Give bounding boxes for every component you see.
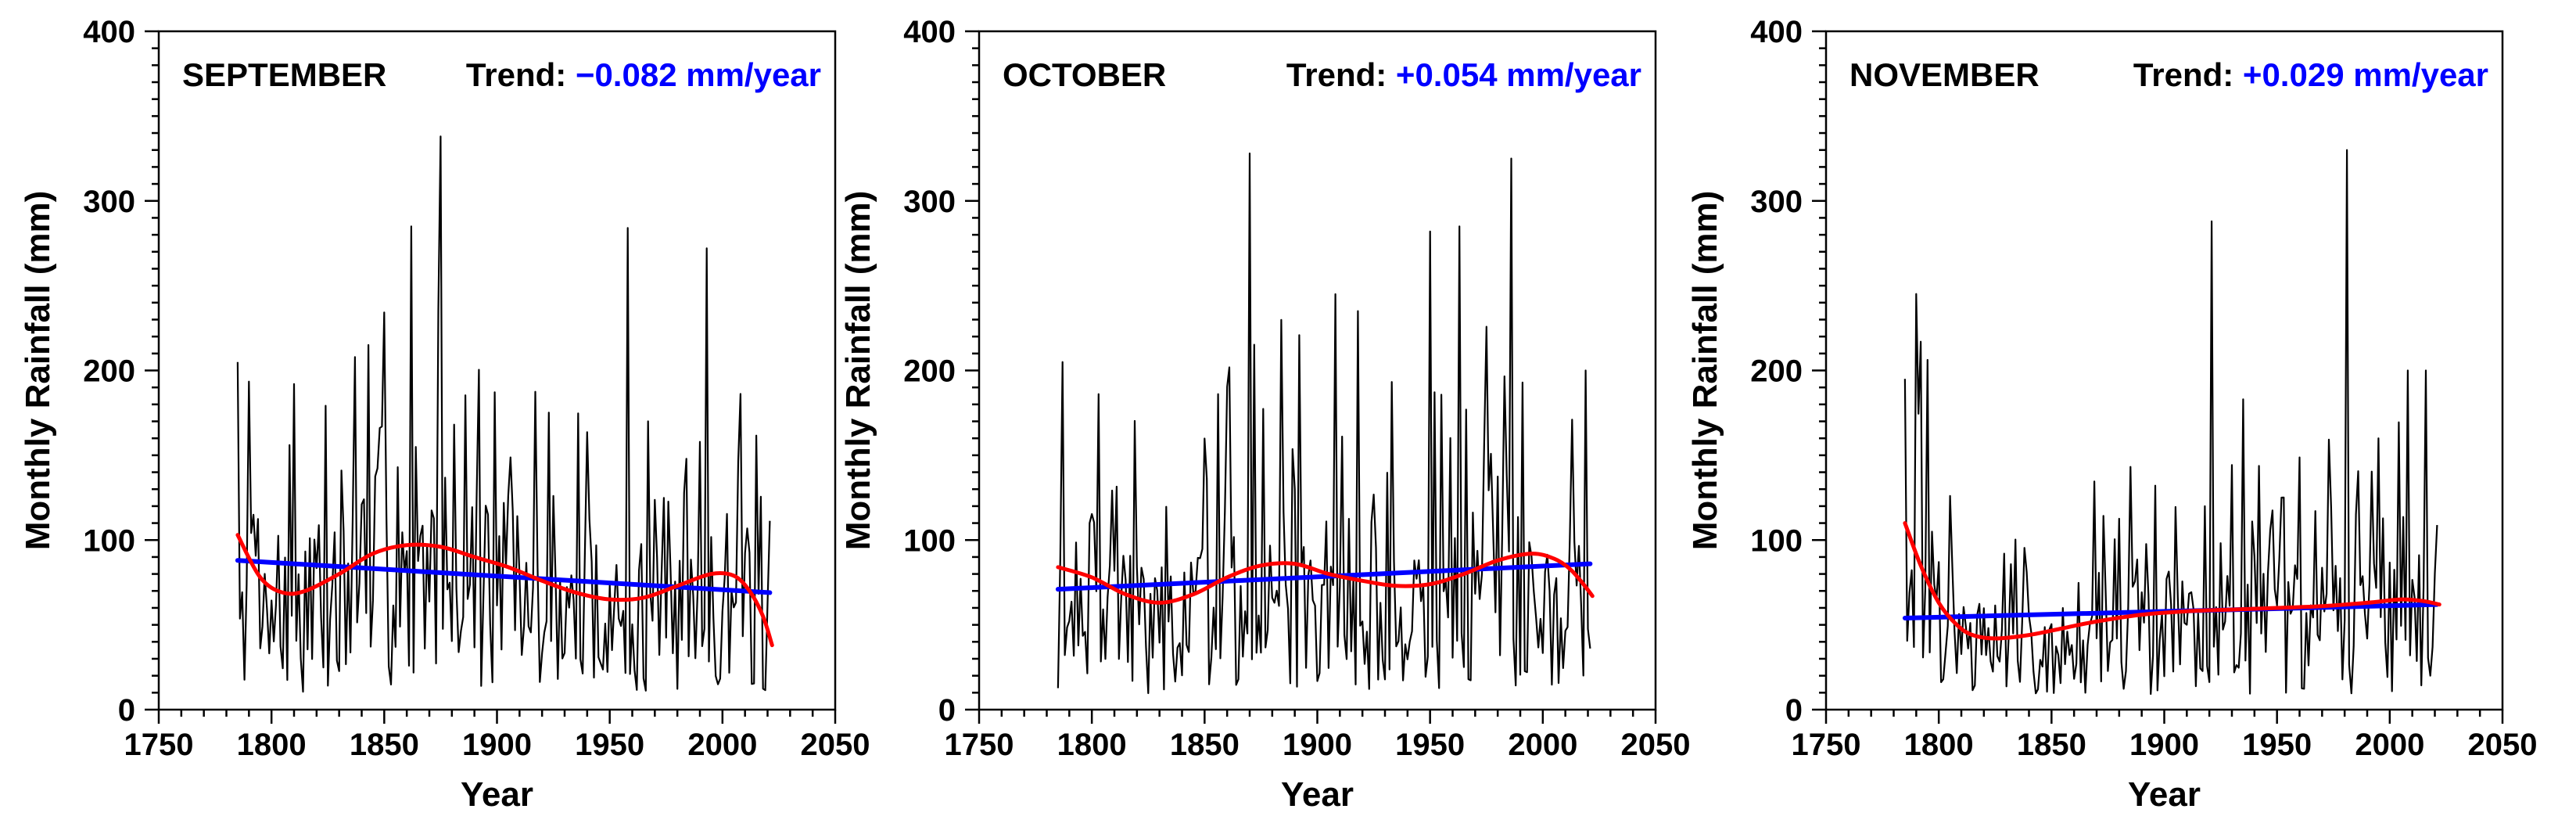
chart-panel-october: 1750 1800 1850 1900 1950 2000 2050 0 100 200 300 40…	[839, 15, 1690, 814]
y-tick-label: 100	[1750, 523, 1803, 558]
trend-label: Trend:	[466, 56, 576, 93]
y-tick-label: 400	[903, 15, 956, 49]
x-tick-label: 1850	[350, 728, 419, 762]
x-tick-label: 2050	[2468, 728, 2538, 762]
panel-title: NOVEMBER	[1849, 56, 2040, 93]
x-tick-label: 1950	[1395, 728, 1465, 762]
series-raw-rainfall	[236, 135, 771, 693]
x-tick-label: 2000	[1508, 728, 1577, 762]
series-raw-rainfall	[1057, 153, 1591, 695]
trend-value: +0.054 mm/year	[1396, 56, 1641, 93]
x-tick-label: 1850	[2017, 728, 2086, 762]
y-axis-label: Monthly Rainfall (mm)	[19, 191, 57, 551]
x-tick-label: 1800	[1057, 728, 1127, 762]
y-axis-label: Monthly Rainfall (mm)	[1686, 191, 1724, 551]
panel-title: OCTOBER	[1003, 56, 1166, 93]
series-smoothed-curve	[235, 533, 774, 648]
y-tick-label: 0	[1785, 693, 1803, 728]
y-tick-label: 300	[903, 185, 956, 219]
series-raw-rainfall	[1903, 149, 2438, 696]
chart-panel-november: 1750 1800 1850 1900 1950 2000 2050 0 100 200 300 40…	[1686, 15, 2537, 814]
y-tick-label: 0	[118, 693, 135, 728]
chart-panel-september: 1750 1800 1850 1900 1950 2000 2050 0 100 200 300 40…	[19, 15, 870, 814]
x-tick-label: 1750	[1792, 728, 1861, 762]
y-tick-label: 200	[83, 354, 135, 389]
x-axis-label: Year	[1281, 775, 1354, 814]
y-tick-label: 200	[903, 354, 956, 389]
x-tick-label: 2000	[2355, 728, 2424, 762]
trend-value: −0.082 mm/year	[576, 56, 821, 93]
y-tick-label: 300	[1750, 185, 1803, 219]
series-linear-trend	[235, 558, 773, 595]
x-tick-label: 1900	[1283, 728, 1352, 762]
trend-annotation: Trend: +0.029 mm/year	[2133, 56, 2488, 93]
x-tick-label: 1900	[2129, 728, 2199, 762]
y-tick-label: 400	[83, 15, 135, 49]
trend-value: +0.029 mm/year	[2243, 56, 2488, 93]
x-tick-label: 2050	[801, 728, 870, 762]
x-tick-label: 1950	[575, 728, 644, 762]
series-smoothed-curve	[1056, 552, 1595, 605]
x-tick-label: 1850	[1170, 728, 1240, 762]
trend-annotation: Trend: −0.082 mm/year	[466, 56, 821, 93]
x-tick-label: 1750	[945, 728, 1014, 762]
y-tick-label: 300	[83, 185, 135, 219]
y-tick-label: 0	[938, 693, 956, 728]
x-axis-label: Year	[2128, 775, 2201, 814]
x-tick-label: 1950	[2242, 728, 2312, 762]
x-tick-label: 1750	[124, 728, 194, 762]
x-tick-label: 1800	[237, 728, 307, 762]
y-tick-label: 200	[1750, 354, 1803, 389]
series-smoothed-curve	[1903, 521, 2441, 641]
trend-annotation: Trend: +0.054 mm/year	[1286, 56, 1641, 93]
x-tick-label: 2050	[1621, 728, 1691, 762]
y-tick-label: 400	[1750, 15, 1803, 49]
x-axis-label: Year	[461, 775, 533, 814]
y-tick-label: 100	[903, 523, 956, 558]
x-tick-label: 2000	[687, 728, 757, 762]
panel-title: SEPTEMBER	[182, 56, 386, 93]
trend-label: Trend:	[1286, 56, 1396, 93]
y-tick-label: 100	[83, 523, 135, 558]
trend-label: Trend:	[2133, 56, 2243, 93]
series-linear-trend	[1055, 561, 1593, 592]
y-axis-label: Monthly Rainfall (mm)	[839, 191, 877, 551]
x-tick-label: 1800	[1904, 728, 1974, 762]
x-tick-label: 1900	[462, 728, 532, 762]
